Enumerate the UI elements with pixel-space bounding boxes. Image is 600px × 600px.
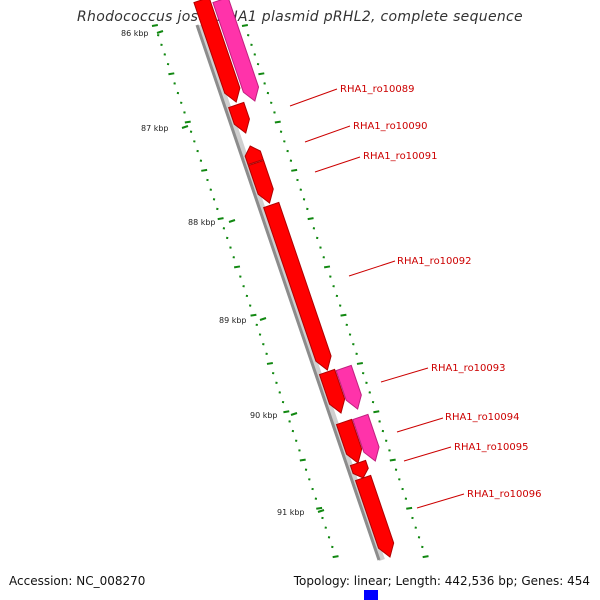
tick-mark — [291, 168, 298, 172]
gene-arrow — [354, 474, 395, 558]
gene-label: RHA1_ro10091 — [363, 151, 438, 162]
kbp-major-tick — [317, 509, 325, 513]
tick-mark — [406, 506, 413, 510]
gene-arrow — [212, 0, 260, 102]
gene-leader-line — [416, 493, 465, 509]
tick-mark — [340, 313, 347, 317]
gene-arrow — [335, 418, 363, 464]
tick-mark — [274, 120, 281, 124]
gene-arrow — [263, 201, 332, 371]
blue-feature — [364, 590, 378, 600]
tick-mark — [356, 362, 363, 365]
tick-mark — [258, 72, 265, 76]
gene-label-group: RHA1_ro10089 RHA1_ro10090 RHA1_ro10091 RHA1… — [340, 84, 542, 500]
kbp-major-tick — [228, 219, 236, 223]
gene-leader-lines — [289, 88, 465, 509]
gene-arrow — [244, 145, 264, 166]
tick-mark — [307, 217, 314, 221]
tick-mark — [241, 24, 248, 27]
gene-arrow — [247, 159, 274, 204]
gene-label: RHA1_ro10093 — [431, 363, 506, 374]
tick-mark — [389, 458, 396, 462]
gene-arrow — [335, 364, 362, 410]
tick-mark — [323, 265, 331, 269]
kbp-label-group: 86 kbp 87 kbp 88 kbp 89 kbp 90 kbp 91 kbp — [121, 29, 325, 517]
tick-mark — [201, 168, 208, 172]
kbp-label: 88 kbp — [188, 218, 216, 227]
gene-label: RHA1_ro10089 — [340, 84, 415, 95]
tick-mark — [184, 120, 191, 124]
kbp-label: 90 kbp — [250, 411, 278, 420]
tick-mark — [332, 555, 339, 559]
gene-leader-line — [403, 446, 452, 462]
gene-arrow — [352, 413, 380, 462]
gene-label: RHA1_ro10096 — [467, 489, 542, 500]
kbp-label: 87 kbp — [141, 124, 169, 133]
gene-leader-line — [380, 367, 429, 383]
map-title: Rhodococcus jostii RHA1 plasmid pRHL2, c… — [77, 9, 523, 25]
kbp-major-tick — [156, 30, 164, 34]
backbone-shadow — [197, 24, 385, 561]
gene-leader-line — [289, 88, 338, 107]
tick-mark — [233, 265, 241, 269]
tick-mark — [299, 458, 306, 462]
kbp-label: 86 kbp — [121, 29, 149, 38]
gene-leader-line — [314, 156, 361, 173]
gene-arrow — [349, 459, 369, 479]
gene-arrow — [318, 368, 346, 414]
kbp-major-tick — [259, 317, 267, 321]
tick-mark — [373, 410, 380, 414]
tick-mark — [283, 410, 290, 414]
kbp-major-tick — [181, 125, 189, 129]
tick-mark — [217, 217, 224, 221]
summary-text: Topology: linear; Length: 442,536 bp; Ge… — [293, 574, 590, 588]
gene-arrows — [193, 0, 395, 558]
gene-leader-line — [304, 125, 351, 143]
gene-label: RHA1_ro10095 — [454, 442, 529, 453]
gene-leader-line — [348, 260, 396, 277]
gene-label: RHA1_ro10092 — [397, 256, 472, 267]
gene-arrow — [228, 101, 250, 134]
kbp-ticks — [151, 24, 429, 559]
tick-mark — [168, 72, 175, 76]
kbp-major-tick — [290, 412, 298, 416]
accession-text: Accession: NC_008270 — [9, 574, 146, 588]
kbp-label: 89 kbp — [219, 316, 247, 325]
gene-leader-line — [396, 417, 444, 433]
gene-label: RHA1_ro10094 — [445, 412, 520, 423]
backbone-line — [195, 24, 381, 561]
tick-mark — [316, 506, 323, 510]
tick-mark — [151, 24, 158, 27]
kbp-label: 91 kbp — [277, 508, 305, 517]
tick-mark — [422, 555, 429, 559]
tick-mark — [250, 313, 257, 317]
gene-label: RHA1_ro10090 — [353, 121, 428, 132]
gene-arrow — [193, 0, 241, 103]
tick-mark — [266, 362, 273, 365]
